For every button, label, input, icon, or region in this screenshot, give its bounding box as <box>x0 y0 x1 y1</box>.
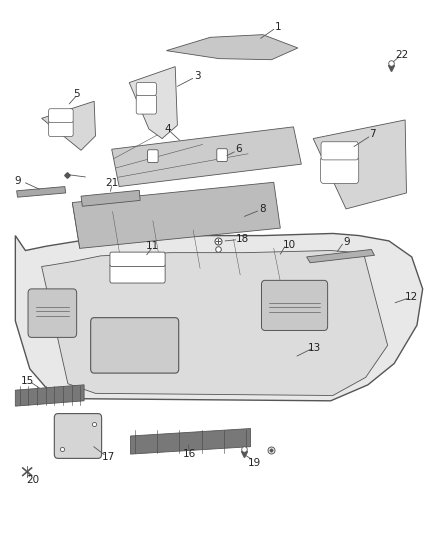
FancyBboxPatch shape <box>49 120 73 136</box>
Text: 10: 10 <box>283 240 296 249</box>
FancyBboxPatch shape <box>217 149 227 161</box>
FancyBboxPatch shape <box>148 150 158 163</box>
FancyBboxPatch shape <box>261 280 328 330</box>
Text: 4: 4 <box>164 124 171 134</box>
Text: 15: 15 <box>21 376 34 385</box>
Text: 12: 12 <box>405 293 418 302</box>
Text: 18: 18 <box>236 234 249 244</box>
FancyBboxPatch shape <box>321 142 358 160</box>
Polygon shape <box>166 35 298 60</box>
FancyBboxPatch shape <box>110 264 165 283</box>
Text: 21: 21 <box>105 179 118 188</box>
Polygon shape <box>42 101 95 150</box>
Polygon shape <box>81 190 140 206</box>
FancyBboxPatch shape <box>28 289 77 337</box>
FancyBboxPatch shape <box>110 252 165 266</box>
Polygon shape <box>313 120 406 209</box>
Text: 19: 19 <box>247 458 261 467</box>
Polygon shape <box>112 127 301 187</box>
Text: 22: 22 <box>396 50 409 60</box>
FancyBboxPatch shape <box>49 109 73 123</box>
Polygon shape <box>72 182 280 248</box>
Text: 3: 3 <box>194 71 201 80</box>
Text: 6: 6 <box>235 144 242 154</box>
Polygon shape <box>42 251 388 395</box>
Text: 7: 7 <box>369 130 376 139</box>
Polygon shape <box>15 233 423 401</box>
Text: 11: 11 <box>146 241 159 251</box>
Text: 5: 5 <box>73 90 80 99</box>
Polygon shape <box>17 187 66 197</box>
Polygon shape <box>15 385 84 406</box>
Text: 13: 13 <box>308 343 321 352</box>
Text: 8: 8 <box>259 204 266 214</box>
Text: 20: 20 <box>26 475 39 484</box>
Text: 9: 9 <box>14 176 21 186</box>
Polygon shape <box>129 67 177 139</box>
Text: 1: 1 <box>275 22 282 31</box>
Polygon shape <box>307 249 374 263</box>
Text: 16: 16 <box>183 449 196 459</box>
FancyBboxPatch shape <box>91 318 179 373</box>
FancyBboxPatch shape <box>136 83 156 95</box>
FancyBboxPatch shape <box>321 157 359 183</box>
FancyBboxPatch shape <box>136 95 156 114</box>
Polygon shape <box>131 429 251 454</box>
FancyBboxPatch shape <box>54 414 102 458</box>
Text: 9: 9 <box>343 237 350 247</box>
Text: 17: 17 <box>102 453 115 462</box>
